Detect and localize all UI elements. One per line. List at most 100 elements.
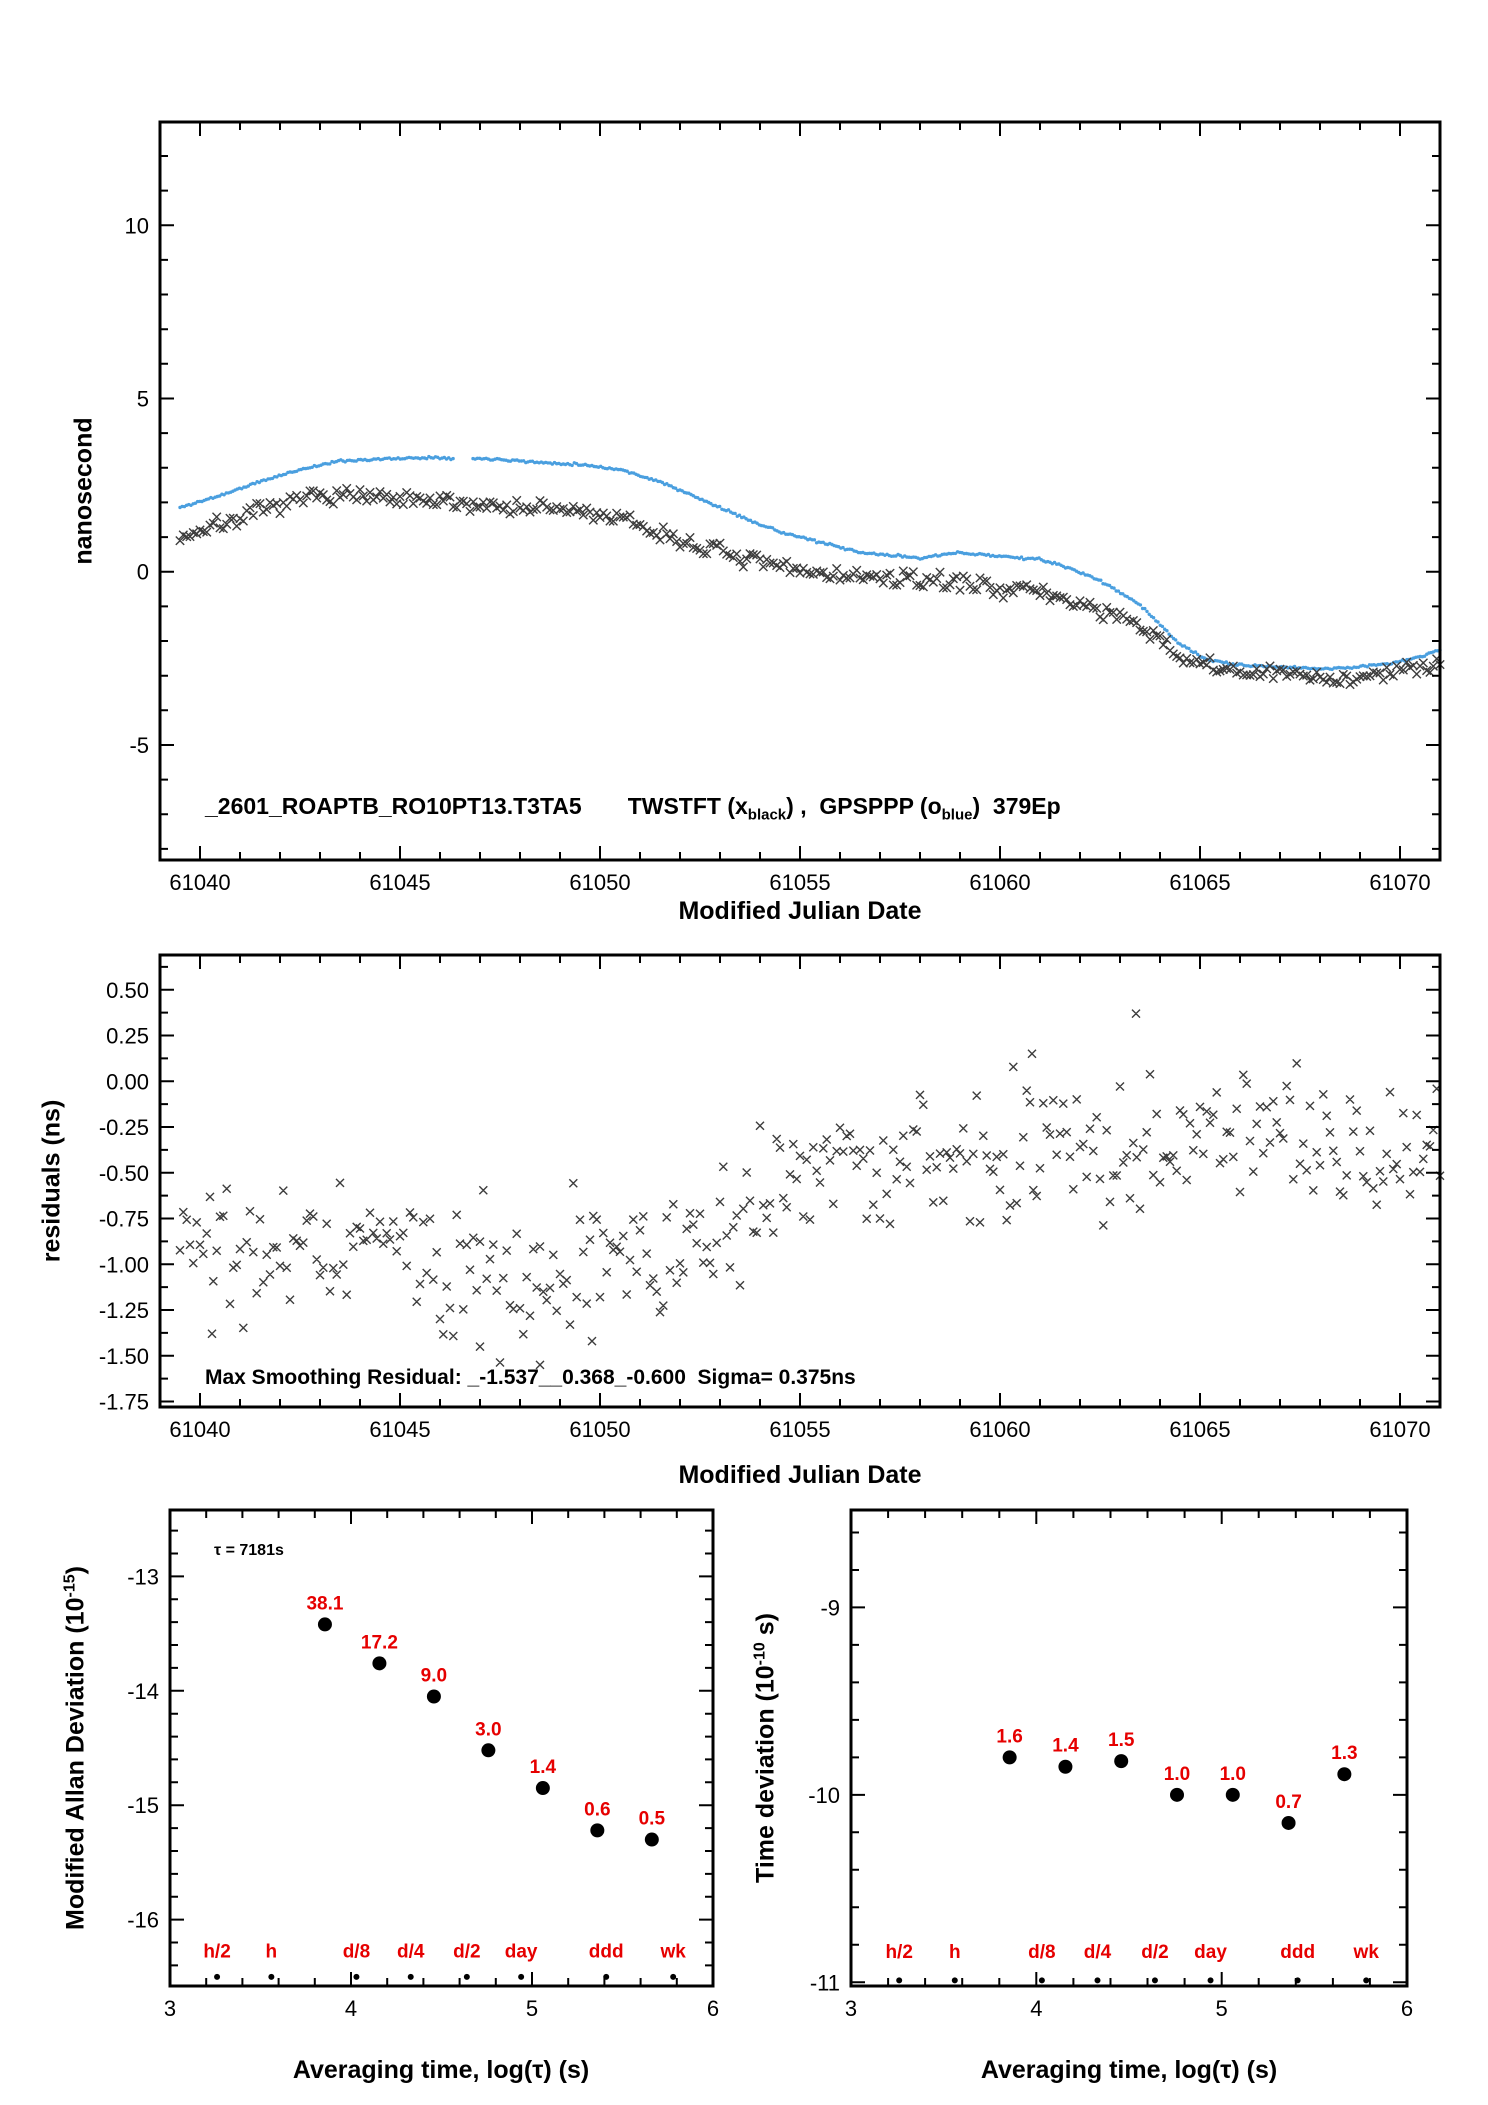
svg-text:4: 4 — [345, 1996, 357, 2021]
tau-annotation: τ = 7181s — [214, 1542, 284, 1559]
series-residual-outliers — [207, 1009, 1141, 1370]
svg-text:-11: -11 — [810, 1970, 840, 1995]
tdev-y-title-post: s) — [751, 1613, 780, 1643]
tau-dot — [214, 1973, 221, 1980]
panel-mdev: 38.1 17.2 9.0 3.0 1.4 0.6 0.5 h/2 h d/8 d/4 d/2 day d… — [127, 1508, 719, 2021]
svg-text:day: day — [505, 1941, 538, 1962]
svg-text:61040: 61040 — [169, 870, 230, 895]
svg-text:61055: 61055 — [769, 870, 830, 895]
data-point — [1225, 1787, 1240, 1802]
axis-ticks — [159, 122, 1441, 860]
tau-dot — [896, 1977, 903, 1984]
residuals-x-axis-title: Modified Julian Date — [678, 1461, 922, 1489]
svg-text:wk: wk — [660, 1941, 687, 1962]
svg-text:d/4: d/4 — [1084, 1942, 1112, 1963]
residuals-stats-text: Max Smoothing Residual: _-1.537__0.368_-… — [205, 1366, 856, 1389]
svg-text:d/2: d/2 — [1141, 1942, 1168, 1963]
residuals-y-axis-title: residuals (ns) — [37, 1099, 66, 1263]
tau-marks: h/2 h d/8 d/4 d/2 day ddd wk — [203, 1941, 687, 1980]
tau-dot — [951, 1977, 958, 1984]
svg-text:5: 5 — [1216, 1996, 1228, 2021]
data-point — [1337, 1767, 1352, 1782]
svg-text:1.5: 1.5 — [1108, 1730, 1135, 1751]
svg-text:61065: 61065 — [1169, 1417, 1230, 1442]
svg-text:-1.00: -1.00 — [99, 1252, 149, 1277]
data-point — [1281, 1815, 1296, 1830]
tau-dot — [1038, 1977, 1045, 1984]
mdev-y-axis-title: Modified Allan Deviation (10-15) — [61, 1566, 90, 1930]
legend-twstft: TWSTFT (x — [627, 793, 748, 819]
legend-epochs: ) 379Ep — [972, 793, 1061, 819]
svg-text:0.7: 0.7 — [1275, 1792, 1301, 1813]
svg-text:0.25: 0.25 — [106, 1024, 149, 1049]
svg-text:10: 10 — [125, 213, 149, 238]
series-GPSPPP — [178, 454, 1442, 672]
axis-frame — [849, 1508, 1409, 1988]
svg-text:0.50: 0.50 — [106, 978, 149, 1003]
tau-marks: h/2 h d/8 d/4 d/2 day ddd wk — [885, 1942, 1380, 1984]
top-x-axis-title: Modified Julian Date — [678, 897, 922, 925]
svg-text:h/2: h/2 — [885, 1942, 912, 1963]
svg-text:-1.25: -1.25 — [99, 1298, 149, 1323]
axis-frame — [158, 120, 1442, 862]
svg-text:h/2: h/2 — [203, 1941, 230, 1962]
tick-labels: 3 4 5 6 -9 -10 -11 — [808, 1595, 1413, 2021]
tdev-y-title-exponent: -10 — [751, 1642, 769, 1666]
tdev-x-axis-title: Averaging time, log(τ) (s) — [980, 2056, 1278, 2084]
dataset-id: _2601_ROAPTB_RO10PT13.T3TA5 — [205, 793, 582, 819]
data-point — [644, 1832, 659, 1847]
svg-text:1.6: 1.6 — [996, 1726, 1022, 1747]
tick-labels: 61040 61045 61050 61055 61060 61065 61070 0.50 0… — [99, 978, 1431, 1442]
svg-text:wk: wk — [1353, 1942, 1380, 1963]
tau-dot — [1207, 1977, 1214, 1984]
svg-text:61070: 61070 — [1369, 870, 1430, 895]
legend-gpsppp: ) , GPSPPP (o — [786, 793, 942, 819]
mdev-y-title-exponent: -15 — [61, 1574, 79, 1598]
tdev-y-axis-title: Time deviation (10-10 s) — [751, 1613, 780, 1883]
svg-text:3.0: 3.0 — [475, 1719, 501, 1740]
svg-text:6: 6 — [707, 1996, 719, 2021]
svg-text:d/8: d/8 — [343, 1941, 370, 1962]
svg-text:ddd: ddd — [589, 1941, 624, 1962]
svg-text:9.0: 9.0 — [421, 1666, 447, 1687]
tau-dot — [268, 1973, 275, 1980]
tdev-y-title-pre: Time deviation (10 — [751, 1665, 780, 1883]
tick-labels: 61040 61045 61050 61055 61060 61065 61070 -5 0 5 1… — [125, 213, 1431, 895]
svg-text:0: 0 — [137, 560, 149, 585]
svg-text:3: 3 — [164, 1996, 176, 2021]
svg-text:61060: 61060 — [969, 870, 1030, 895]
svg-text:61070: 61070 — [1369, 1417, 1430, 1442]
mdev-y-title-post: ) — [61, 1566, 90, 1575]
series-TWSTFT — [175, 483, 1445, 690]
svg-text:-0.25: -0.25 — [99, 1115, 149, 1140]
svg-text:61055: 61055 — [769, 1417, 830, 1442]
data-point — [481, 1743, 496, 1758]
tau-dot — [463, 1973, 470, 1980]
axis-frame — [158, 953, 1442, 1409]
svg-text:-16: -16 — [127, 1908, 159, 1933]
panel-time-comparison: 61040 61045 61050 61055 61060 61065 61070 -5 0 5 1… — [125, 120, 1445, 895]
svg-text:1.4: 1.4 — [1052, 1736, 1079, 1757]
svg-text:1.3: 1.3 — [1331, 1743, 1357, 1764]
top-chart-legend-text: _2601_ROAPTB_RO10PT13.T3TA5 TWSTFT (xblac… — [205, 793, 1061, 824]
axis-ticks — [169, 1510, 714, 1986]
tau-dot — [1094, 1977, 1101, 1984]
svg-text:-10: -10 — [808, 1783, 840, 1808]
data-point — [372, 1656, 387, 1671]
legend-black-sub: black — [747, 806, 787, 824]
svg-text:0.5: 0.5 — [639, 1809, 666, 1830]
svg-text:61045: 61045 — [369, 870, 430, 895]
legend-blue-sub: blue — [941, 806, 973, 824]
svg-text:h: h — [949, 1942, 961, 1963]
data-point — [317, 1617, 332, 1632]
data-point — [535, 1781, 550, 1796]
svg-text:1.0: 1.0 — [1220, 1764, 1246, 1785]
svg-text:61060: 61060 — [969, 1417, 1030, 1442]
tau-dot — [1363, 1977, 1370, 1984]
svg-text:-0.50: -0.50 — [99, 1161, 149, 1186]
svg-text:-13: -13 — [127, 1564, 159, 1589]
svg-text:-15: -15 — [127, 1793, 159, 1818]
panel-residuals: 61040 61045 61050 61055 61060 61065 61070 0.50 0… — [99, 953, 1445, 1442]
